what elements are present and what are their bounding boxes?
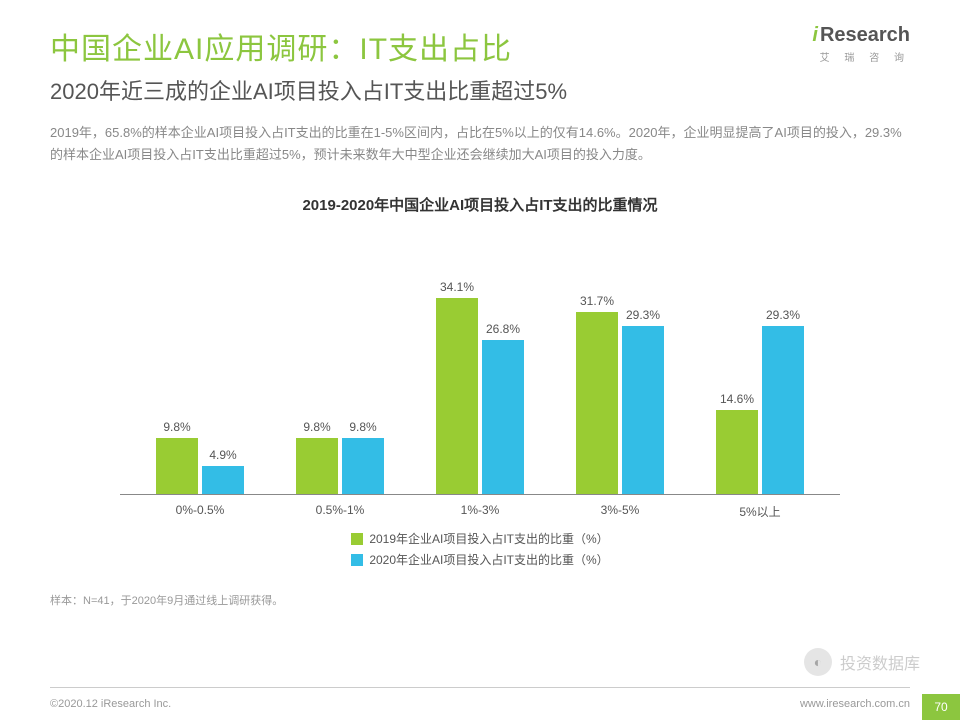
bar-value-label: 29.3% [626,308,660,322]
bar-value-label: 29.3% [766,308,800,322]
page-title: 中国企业AI应用调研：IT支出占比 [50,24,512,68]
bar-group: 9.8% 4.9% [130,235,270,494]
bar [482,340,524,494]
bar [622,326,664,494]
bar-group: 14.6% 29.3% [690,235,830,494]
legend-item-2019: 2019年企业AI项目投入占IT支出的比重（%） [351,530,608,547]
bar-value-label: 9.8% [163,420,190,434]
bar-column: 9.8% [342,420,384,494]
bar-value-label: 26.8% [486,322,520,336]
bar-column: 34.1% [436,280,478,494]
footer: ©2020.12 iResearch Inc. www.iresearch.co… [50,698,910,710]
bar-value-label: 34.1% [440,280,474,294]
x-axis-labels: 0%-0.5%0.5%-1%1%-3%3%-5%5%以上 [120,495,840,520]
title-part1: 中国企业AI应用调研： [50,33,359,66]
bar [342,438,384,494]
chart-title: 2019-2020年中国企业AI项目投入占IT支出的比重情况 [50,194,910,215]
bar-chart: 9.8%4.9%9.8%9.8%34.1%26.8%31.7%29.3%14.6… [120,235,840,568]
logo-sub: 艾 瑞 咨 询 [812,49,910,64]
logo-i: i [812,24,818,47]
logo-top: iResearch [812,24,910,47]
bar-value-label: 9.8% [349,420,376,434]
subtitle: 2020年近三成的企业AI项目投入占IT支出比重超过5% [50,74,910,106]
bar-column: 31.7% [576,294,618,494]
bar-column: 29.3% [622,308,664,494]
bar-value-label: 14.6% [720,392,754,406]
bar-value-label: 31.7% [580,294,614,308]
footer-url: www.iresearch.com.cn [800,698,910,710]
x-axis-label: 0.5%-1% [270,503,410,520]
bar [762,326,804,494]
x-axis-label: 3%-5% [550,503,690,520]
logo-rest: Research [820,24,910,47]
slide: 中国企业AI应用调研：IT支出占比 iResearch 艾 瑞 咨 询 2020… [0,0,960,720]
sample-note: 样本：N=41，于2020年9月通过线上调研获得。 [50,592,910,608]
bar-column: 29.3% [762,308,804,494]
legend-swatch-2019 [351,533,363,545]
bar-column: 9.8% [156,420,198,494]
legend-swatch-2020 [351,554,363,566]
chart-plot-area: 9.8%4.9%9.8%9.8%34.1%26.8%31.7%29.3%14.6… [120,235,840,495]
chart-legend: 2019年企业AI项目投入占IT支出的比重（%） 2020年企业AI项目投入占I… [120,530,840,568]
bar-value-label: 9.8% [303,420,330,434]
watermark-icon: ◐ [804,648,832,676]
legend-label-2020: 2020年企业AI项目投入占IT支出的比重（%） [369,551,608,568]
bar [296,438,338,494]
title-part2: IT支出占比 [359,33,512,66]
footer-divider [50,687,910,688]
bar-value-label: 4.9% [209,448,236,462]
footer-copyright: ©2020.12 iResearch Inc. [50,698,171,710]
logo: iResearch 艾 瑞 咨 询 [812,24,910,64]
bar-column: 4.9% [202,448,244,494]
bar-column: 9.8% [296,420,338,494]
x-axis-label: 0%-0.5% [130,503,270,520]
bar [202,466,244,494]
bar [716,410,758,494]
bar-column: 14.6% [716,392,758,494]
bar-group: 31.7% 29.3% [550,235,690,494]
body-text: 2019年，65.8%的样本企业AI项目投入占IT支出的比重在1-5%区间内，占… [50,122,910,166]
bar [436,298,478,494]
x-axis-label: 1%-3% [410,503,550,520]
x-axis-label: 5%以上 [690,503,830,520]
watermark: ◐ 投资数据库 [804,648,920,676]
bar-column: 26.8% [482,322,524,494]
title-row: 中国企业AI应用调研：IT支出占比 iResearch 艾 瑞 咨 询 [50,24,910,68]
legend-label-2019: 2019年企业AI项目投入占IT支出的比重（%） [369,530,608,547]
bar [156,438,198,494]
page-number: 70 [922,694,960,720]
bar [576,312,618,494]
bar-group: 9.8% 9.8% [270,235,410,494]
bar-group: 34.1% 26.8% [410,235,550,494]
legend-item-2020: 2020年企业AI项目投入占IT支出的比重（%） [351,551,608,568]
watermark-text: 投资数据库 [840,650,920,674]
